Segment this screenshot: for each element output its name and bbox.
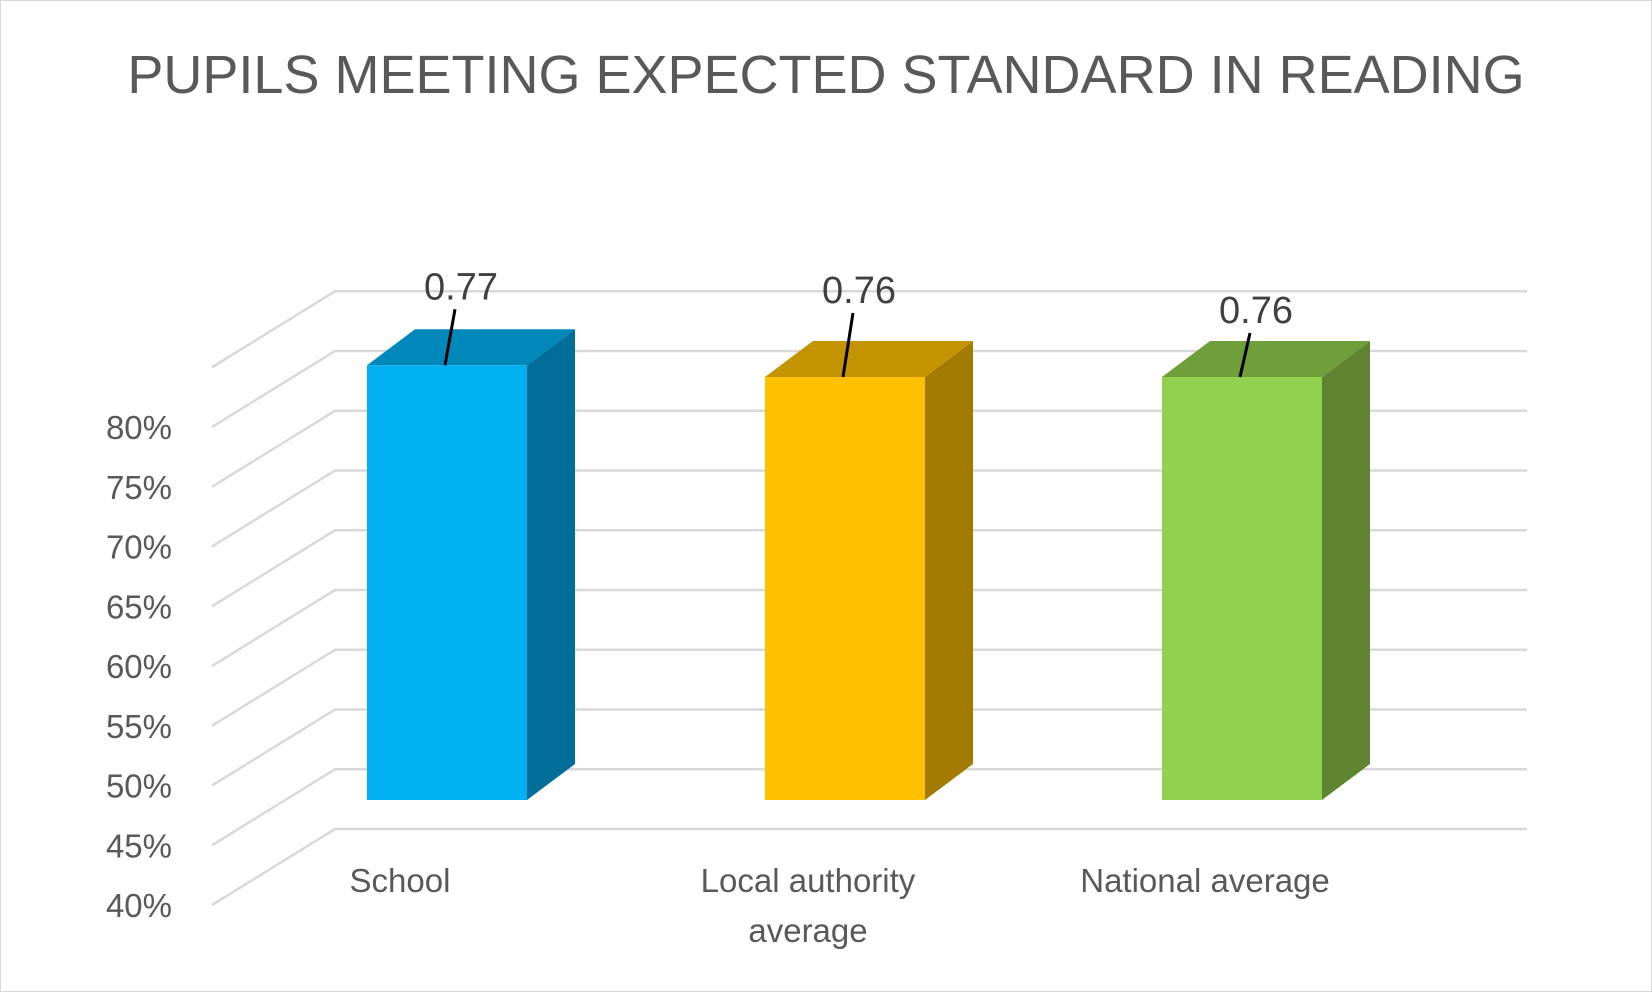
bar bbox=[367, 329, 575, 800]
y-tick-label: 60% bbox=[106, 648, 172, 685]
gridlines bbox=[211, 290, 1527, 907]
y-axis-ticks: 40% 45% 50% 55% 60% 65% 70% 75% 80% bbox=[106, 409, 172, 924]
bar-side bbox=[527, 329, 575, 800]
gridline bbox=[211, 827, 1527, 907]
bars bbox=[367, 329, 1370, 800]
data-labels: 0.77 0.76 0.76 bbox=[424, 266, 1293, 378]
leader-line bbox=[1238, 332, 1252, 378]
gridline bbox=[211, 409, 1527, 488]
gridline bbox=[211, 768, 1527, 847]
gridline bbox=[211, 708, 1527, 787]
x-tick-label: School bbox=[350, 862, 451, 899]
gridline bbox=[211, 290, 1527, 369]
y-tick-label: 75% bbox=[106, 469, 172, 506]
gridline bbox=[211, 349, 1527, 429]
x-axis-labels: School Local authority average National ave… bbox=[350, 862, 1330, 949]
bar-top bbox=[1162, 341, 1370, 377]
leader-line bbox=[841, 312, 855, 378]
y-tick-label: 55% bbox=[106, 708, 172, 745]
bar-top bbox=[367, 329, 575, 366]
bar-side bbox=[925, 341, 973, 800]
bar-front bbox=[765, 377, 925, 800]
bar bbox=[765, 341, 973, 800]
y-tick-label: 45% bbox=[106, 827, 172, 864]
bar-front bbox=[367, 365, 527, 800]
bar-top bbox=[765, 341, 973, 377]
gridline bbox=[211, 588, 1527, 668]
data-label: 0.77 bbox=[424, 266, 498, 308]
y-tick-label: 70% bbox=[106, 529, 172, 566]
gridline bbox=[211, 529, 1527, 608]
y-tick-label: 50% bbox=[106, 768, 172, 805]
leader-line bbox=[443, 308, 457, 366]
x-tick-label: National average bbox=[1080, 862, 1330, 899]
bar-front bbox=[1162, 377, 1322, 800]
y-tick-label: 80% bbox=[106, 409, 172, 446]
chart-title: PUPILS MEETING EXPECTED STANDARD IN READ… bbox=[127, 45, 1525, 105]
gridline bbox=[211, 648, 1527, 727]
x-tick-label: Local authority average bbox=[701, 862, 916, 949]
bar bbox=[1162, 341, 1370, 800]
y-tick-label: 65% bbox=[106, 588, 172, 625]
y-tick-label: 40% bbox=[106, 887, 172, 924]
data-label: 0.76 bbox=[1219, 290, 1293, 332]
bar-side bbox=[1322, 341, 1370, 800]
data-label: 0.76 bbox=[822, 270, 896, 312]
gridline bbox=[211, 469, 1527, 548]
